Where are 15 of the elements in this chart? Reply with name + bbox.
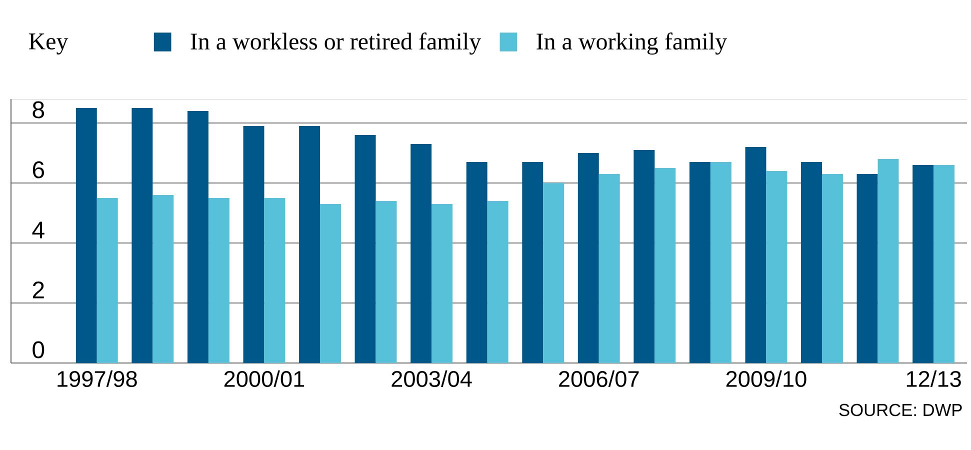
y-tick-label: 2	[32, 282, 44, 298]
x-tick-label: 2009/10	[726, 370, 806, 388]
legend-label: In a working family	[536, 32, 728, 55]
x-tick-label: 2000/01	[224, 370, 304, 388]
source-note: SOURCE: DWP	[839, 404, 962, 416]
x-tick-label: 2006/07	[559, 370, 639, 388]
y-tick-label: 0	[32, 341, 44, 358]
x-tick-label: 12/13	[906, 370, 961, 388]
y-tick-label: 6	[32, 161, 44, 178]
legend-label: In a workless or retired family	[190, 32, 482, 55]
y-tick-label: 8	[32, 101, 44, 118]
x-tick-label: 1997/98	[58, 370, 137, 388]
legend-title: Key	[28, 34, 68, 54]
y-tick-label: 4	[32, 222, 44, 238]
x-tick-label: 2003/04	[392, 370, 472, 388]
